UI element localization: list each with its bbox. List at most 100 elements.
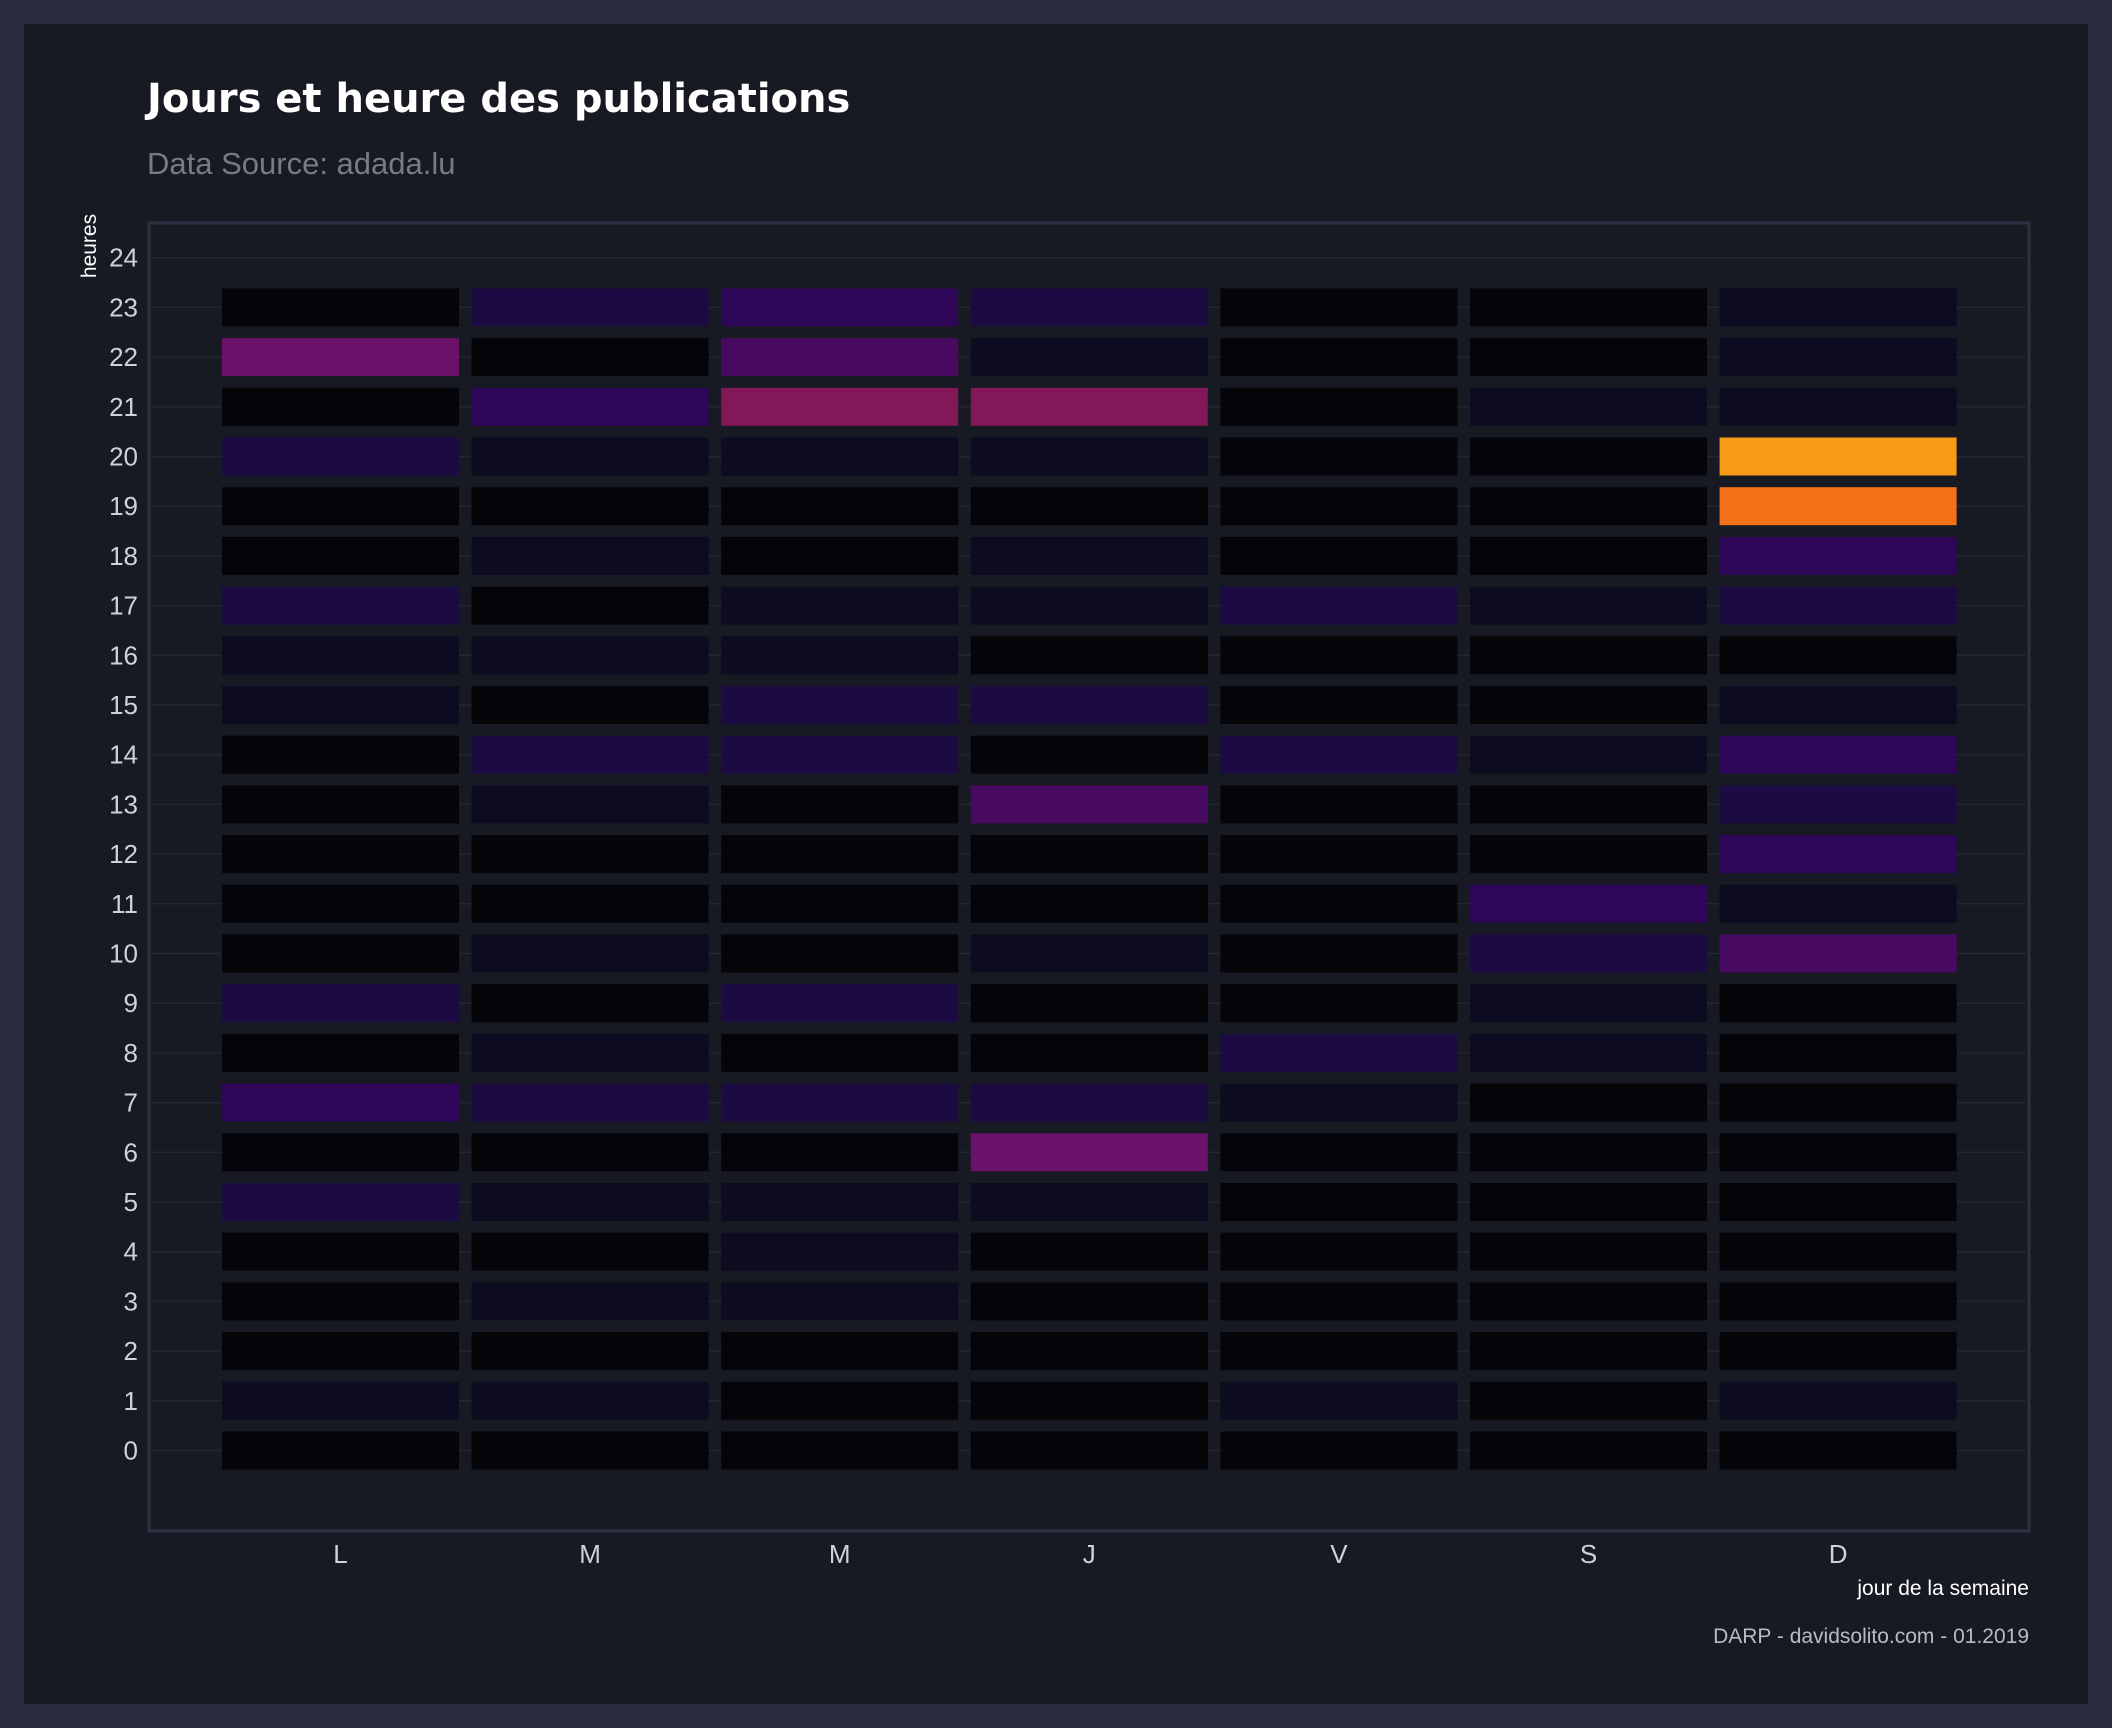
tile-h10-d5	[1470, 934, 1707, 973]
tile-h5-d6	[1719, 1183, 1957, 1221]
tile-h19-d3	[970, 487, 1208, 526]
tile-h12-d1	[471, 835, 709, 874]
y-tick-label-2: 2	[124, 1336, 138, 1366]
tile-h16-d1	[471, 636, 709, 675]
tile-h22-d2	[721, 338, 959, 377]
y-tick-label-11: 11	[111, 889, 138, 919]
y-tick-label-10: 10	[109, 939, 138, 969]
tile-h16-d0	[222, 636, 459, 675]
tile-h18-d2	[721, 536, 959, 575]
tile-h20-d1	[471, 437, 709, 476]
tile-h4-d2	[721, 1232, 959, 1271]
tile-h21-d6	[1719, 387, 1957, 426]
tile-h19-d4	[1220, 487, 1458, 526]
tile-h14-d2	[721, 735, 959, 774]
tile-h2-d5	[1470, 1332, 1707, 1371]
x-tick-label-2: M	[829, 1539, 851, 1569]
y-tick-label-13: 13	[109, 789, 138, 819]
tile-h0-d4	[1220, 1431, 1458, 1470]
tile-h6-d0	[222, 1133, 459, 1172]
tile-h16-d6	[1719, 636, 1957, 675]
x-axis-label: jour de la semaine	[1856, 1577, 2029, 1600]
tile-h19-d0	[222, 487, 459, 526]
tile-h2-d2	[721, 1332, 959, 1371]
tile-h12-d3	[970, 835, 1208, 874]
tile-h8-d4	[1220, 1033, 1458, 1072]
y-tick-label-12: 12	[109, 839, 138, 869]
tile-h19-d5	[1470, 487, 1707, 526]
tile-h8-d3	[970, 1033, 1208, 1072]
tile-h6-d5	[1470, 1133, 1707, 1172]
tile-h13-d3	[970, 785, 1208, 824]
tile-h6-d6	[1719, 1133, 1957, 1172]
tile-h17-d2	[721, 586, 959, 625]
tile-h1-d2	[721, 1381, 959, 1420]
tile-h13-d4	[1220, 785, 1458, 824]
tile-h2-d1	[471, 1332, 709, 1371]
tile-h20-d3	[970, 437, 1208, 476]
tile-h9-d1	[471, 984, 709, 1023]
tile-h17-d4	[1220, 586, 1458, 625]
tile-h5-d1	[471, 1183, 709, 1221]
tile-h5-d4	[1220, 1183, 1458, 1221]
tile-h17-d6	[1719, 586, 1957, 625]
tile-h3-d5	[1470, 1282, 1707, 1321]
tile-h5-d2	[721, 1183, 959, 1221]
tile-h11-d1	[471, 884, 709, 923]
tile-h3-d6	[1719, 1282, 1957, 1321]
tile-h23-d2	[721, 288, 959, 327]
tile-h3-d3	[970, 1282, 1208, 1321]
x-tick-label-5: S	[1580, 1539, 1597, 1569]
tile-h8-d2	[721, 1033, 959, 1072]
y-tick-label-0: 0	[124, 1436, 138, 1466]
y-tick-label-17: 17	[109, 591, 138, 621]
tile-h22-d4	[1220, 338, 1458, 377]
tile-h18-d6	[1719, 536, 1957, 575]
tile-h7-d3	[970, 1083, 1208, 1122]
tile-h10-d3	[970, 934, 1208, 973]
y-tick-label-22: 22	[109, 342, 138, 372]
tile-h18-d5	[1470, 536, 1707, 575]
tile-h4-d1	[471, 1232, 709, 1271]
tile-h19-d1	[471, 487, 709, 526]
tile-h13-d1	[471, 785, 709, 824]
tile-h15-d6	[1719, 686, 1957, 724]
tile-h12-d2	[721, 835, 959, 874]
tile-h0-d5	[1470, 1431, 1707, 1470]
tile-h23-d1	[471, 288, 709, 327]
tile-h11-d6	[1719, 884, 1957, 923]
x-tick-label-1: M	[579, 1539, 601, 1569]
tile-h21-d0	[222, 387, 459, 426]
tile-h10-d0	[222, 934, 459, 973]
tile-h0-d6	[1719, 1431, 1957, 1470]
tile-h22-d6	[1719, 338, 1957, 377]
tile-h14-d4	[1220, 735, 1458, 774]
tile-h14-d3	[970, 735, 1208, 774]
y-tick-label-21: 21	[109, 392, 138, 422]
tile-h13-d6	[1719, 785, 1957, 824]
y-tick-label-5: 5	[124, 1187, 138, 1217]
tile-h19-d2	[721, 487, 959, 526]
y-tick-label-14: 14	[109, 740, 138, 770]
y-tick-label-1: 1	[124, 1386, 138, 1416]
y-tick-label-6: 6	[124, 1137, 138, 1167]
tile-h11-d2	[721, 884, 959, 923]
tile-h14-d0	[222, 735, 459, 774]
tile-h7-d6	[1719, 1083, 1957, 1122]
tile-h17-d3	[970, 586, 1208, 625]
tile-h7-d5	[1470, 1083, 1707, 1122]
tile-h20-d2	[721, 437, 959, 476]
tile-h12-d0	[222, 835, 459, 874]
tile-h14-d1	[471, 735, 709, 774]
tile-h3-d1	[471, 1282, 709, 1321]
tile-h23-d5	[1470, 288, 1707, 327]
tile-h9-d4	[1220, 984, 1458, 1023]
y-tick-label-23: 23	[109, 292, 138, 322]
y-tick-label-15: 15	[109, 690, 138, 720]
tile-h20-d5	[1470, 437, 1707, 476]
tile-h22-d0	[222, 338, 459, 377]
tile-h8-d5	[1470, 1033, 1707, 1072]
chart-panel: Jours et heure des publications Data Sou…	[24, 24, 2088, 1704]
